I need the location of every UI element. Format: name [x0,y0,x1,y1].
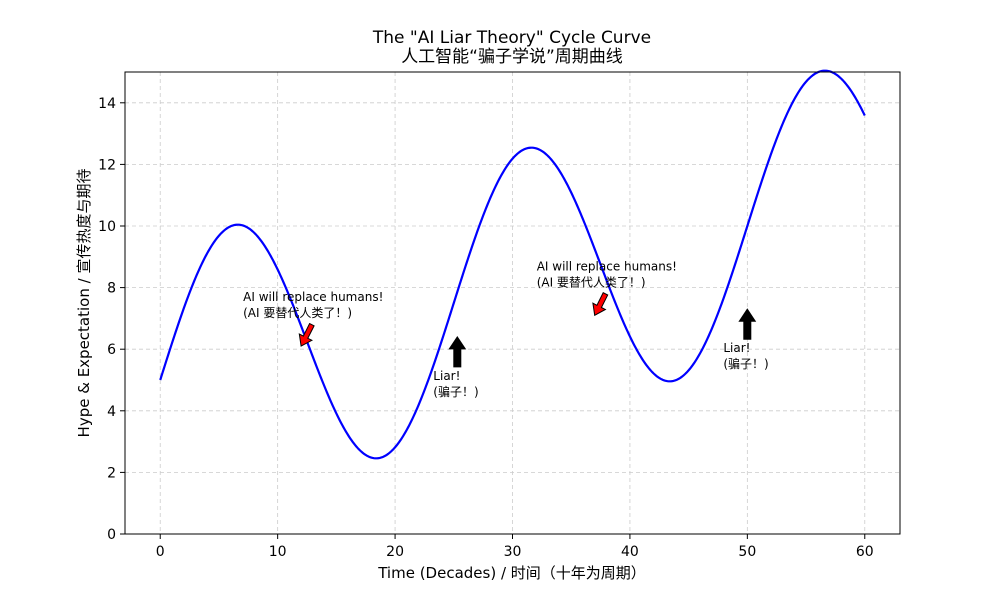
x-tick-label: 60 [856,544,874,560]
x-tick-label: 40 [621,544,639,560]
x-tick-label: 0 [156,544,165,560]
hype-annotation-line2: (AI 要替代人类了！) [243,306,352,320]
y-tick-label: 6 [107,342,116,358]
liar-annotation-line1: Liar! [433,369,460,383]
y-tick-label: 8 [107,281,116,297]
y-tick-label: 4 [107,404,116,420]
hype-annotation-line1: AI will replace humans! [537,259,677,273]
y-tick-label: 10 [98,219,116,235]
y-axis-label: Hype & Expectation / 宣传热度与期待 [75,169,93,438]
series-line-hype-cycle [159,69,866,460]
chart-subtitle: 人工智能“骗子学说”周期曲线 [401,47,623,67]
hype-arrow [298,322,315,347]
liar-annotation-line1: Liar! [723,341,750,355]
ticks: 0 10 20 30 40 50 60 0 2 4 6 8 10 12 14 [98,96,874,560]
x-tick-label: 50 [738,544,756,560]
x-axis-label: Time (Decades) / 时间（十年为周期） [377,564,646,582]
x-tick-label: 20 [386,544,404,560]
y-tick-label: 2 [107,465,116,481]
liar-arrow [448,335,467,368]
grid [125,72,900,535]
liar-arrow [738,308,757,340]
x-tick-label: 30 [504,544,522,560]
hype-annotation-line1: AI will replace humans! [243,290,383,304]
liar-annotation-line2: (骗子！) [433,384,478,399]
liar-annotation-line2: (骗子！) [723,356,768,371]
y-tick-label: 14 [98,96,116,112]
hype-annotation-line2: (AI 要替代人类了！) [537,275,646,289]
annotations: AI will replace humans! (AI 要替代人类了！) Liar!… [243,259,769,399]
chart-title: The "AI Liar Theory" Cycle Curve [372,28,651,48]
y-tick-label: 0 [107,527,116,543]
y-tick-label: 12 [98,157,116,173]
hype-arrow [592,292,609,317]
x-tick-label: 10 [269,544,287,560]
